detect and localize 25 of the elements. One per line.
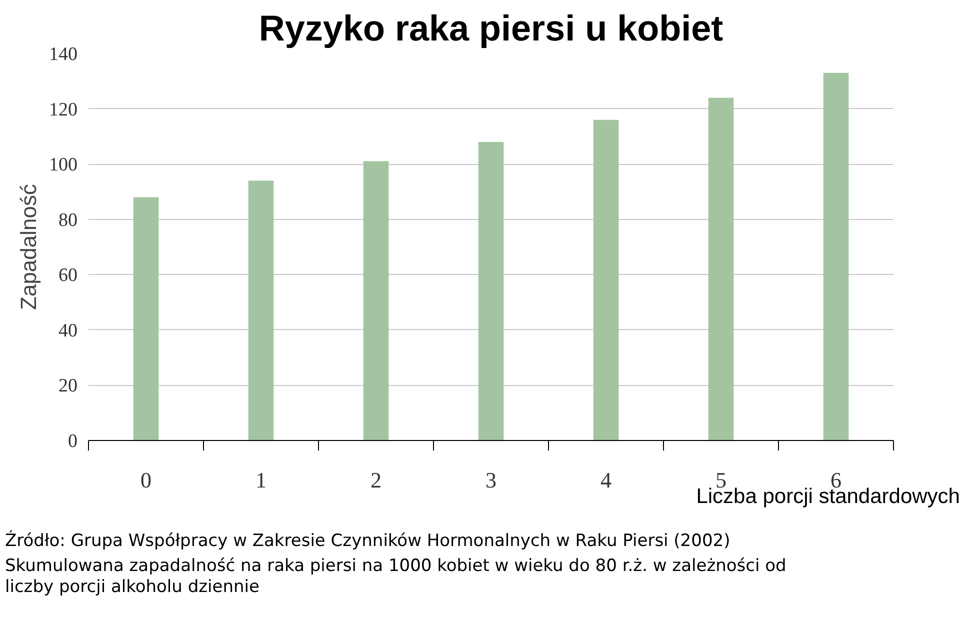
y-tick-label: 100 bbox=[49, 154, 78, 176]
y-tick-label: 140 bbox=[49, 44, 78, 65]
y-tick-label: 120 bbox=[49, 99, 78, 120]
y-tick-label: 80 bbox=[58, 210, 78, 231]
x-tick-label: 2 bbox=[370, 468, 382, 492]
y-tick-label: 60 bbox=[58, 265, 78, 286]
text: Źródło: Grupa Współpracy w Zakresie Czynników Hormonalnych w Raku Piersi (2002) bbox=[5, 531, 730, 552]
text: Skumulowana zapadalność na raka piersi na 1000 kobiet w wieku do 80 r.ż. w zależności od liczby porcji alkoholu dziennie bbox=[5, 556, 788, 598]
y-tick-label: 0 bbox=[68, 431, 78, 452]
bar bbox=[248, 180, 274, 440]
bar bbox=[133, 197, 159, 440]
chart-title: Ryzyko raka piersi u kobiet bbox=[258, 8, 724, 48]
y-tick-label: 40 bbox=[58, 320, 78, 342]
bar bbox=[708, 98, 734, 440]
x-tick-label: 1 bbox=[256, 468, 266, 492]
bar bbox=[593, 120, 619, 440]
x-tick-label: 3 bbox=[486, 468, 496, 492]
x-tick-label: 0 bbox=[140, 468, 152, 492]
y-tick-label: 20 bbox=[58, 376, 78, 397]
x-tick-label: 4 bbox=[600, 468, 612, 492]
y-axis-title: Zapadalność bbox=[16, 184, 41, 310]
bar bbox=[823, 72, 849, 440]
bar bbox=[363, 161, 389, 440]
bar bbox=[478, 142, 504, 440]
x-tick-label: 5 bbox=[716, 468, 726, 492]
